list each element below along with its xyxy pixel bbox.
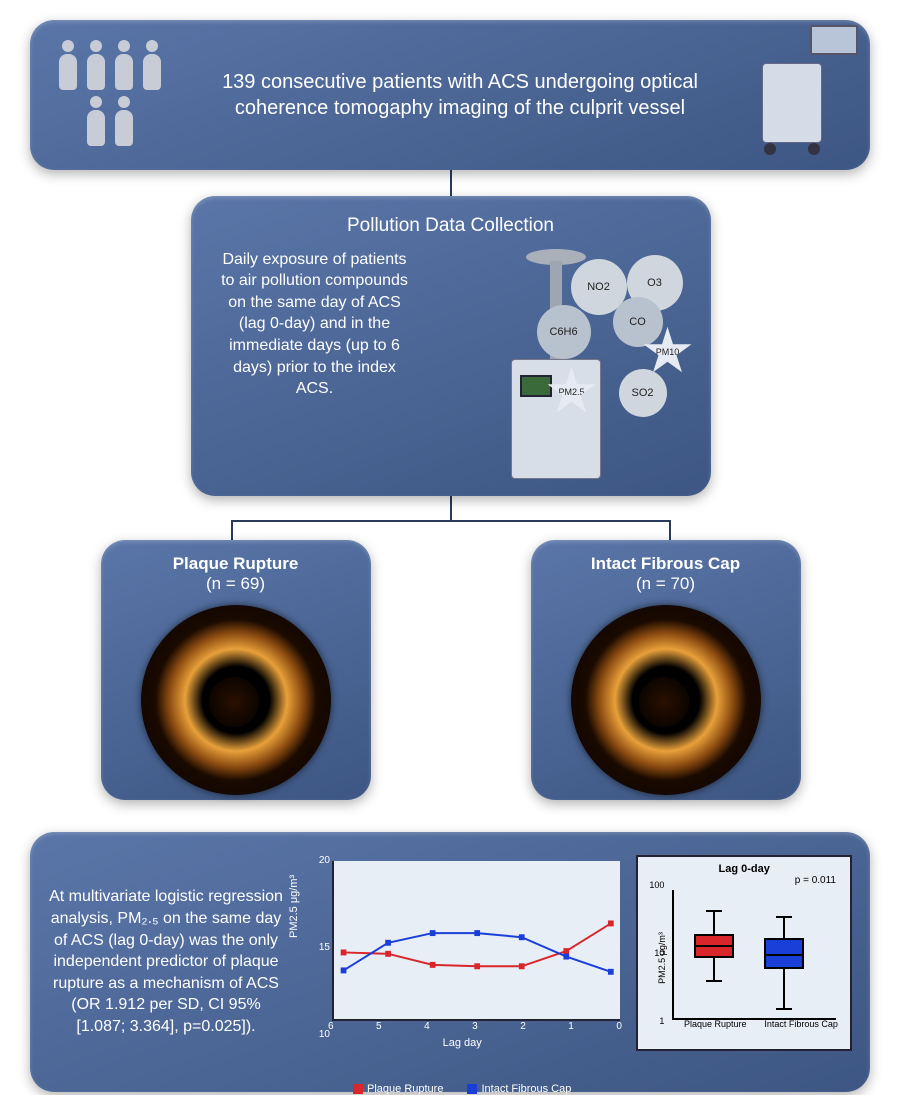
- pollutant-so2: SO2: [619, 369, 667, 417]
- plaque-rupture-title: Plaque Rupture: [115, 554, 357, 574]
- charts: PM2.5 μg/m³ 6543210 Lag day Plaque Ruptu…: [298, 855, 852, 1069]
- plaque-rupture-panel: Plaque Rupture (n = 69): [101, 540, 371, 800]
- results-panel: At multivariate logistic regression anal…: [30, 832, 870, 1092]
- line-ylabel: PM2.5 μg/m³: [288, 875, 300, 938]
- oct-image-rupture: [141, 605, 331, 795]
- line-chart: [332, 861, 620, 1021]
- pollutant-co: CO: [613, 297, 663, 347]
- patients-icon: [50, 40, 170, 150]
- pollutant-c6h6: C6H6: [537, 305, 591, 359]
- oct-machine-icon: [750, 35, 850, 155]
- intact-cap-n: (n = 70): [545, 574, 787, 594]
- intact-cap-panel: Intact Fibrous Cap (n = 70): [531, 540, 801, 800]
- box-chart: Lag 0-day p = 0.011 Plaque RuptureIntact…: [636, 855, 852, 1051]
- line-xlabel: Lag day: [443, 1037, 482, 1049]
- pollution-text: Daily exposure of patients to air pollut…: [215, 249, 415, 400]
- results-text: At multivariate logistic regression anal…: [48, 886, 298, 1037]
- box-title: Lag 0-day: [644, 863, 844, 875]
- oct-image-intact: [571, 605, 761, 795]
- plaque-rupture-n: (n = 69): [115, 574, 357, 594]
- branches: Plaque Rupture (n = 69) Intact Fibrous C…: [101, 540, 801, 800]
- pollution-panel: Pollution Data Collection Daily exposure…: [191, 196, 711, 496]
- intact-cap-title: Intact Fibrous Cap: [545, 554, 787, 574]
- connector: [450, 170, 452, 196]
- top-panel-text: 139 consecutive patients with ACS underg…: [170, 69, 750, 121]
- connector: [450, 496, 452, 520]
- pollution-title: Pollution Data Collection: [215, 214, 687, 239]
- top-panel: 139 consecutive patients with ACS underg…: [30, 20, 870, 170]
- branch-connector: [101, 520, 801, 540]
- box-pvalue: p = 0.011: [644, 875, 844, 886]
